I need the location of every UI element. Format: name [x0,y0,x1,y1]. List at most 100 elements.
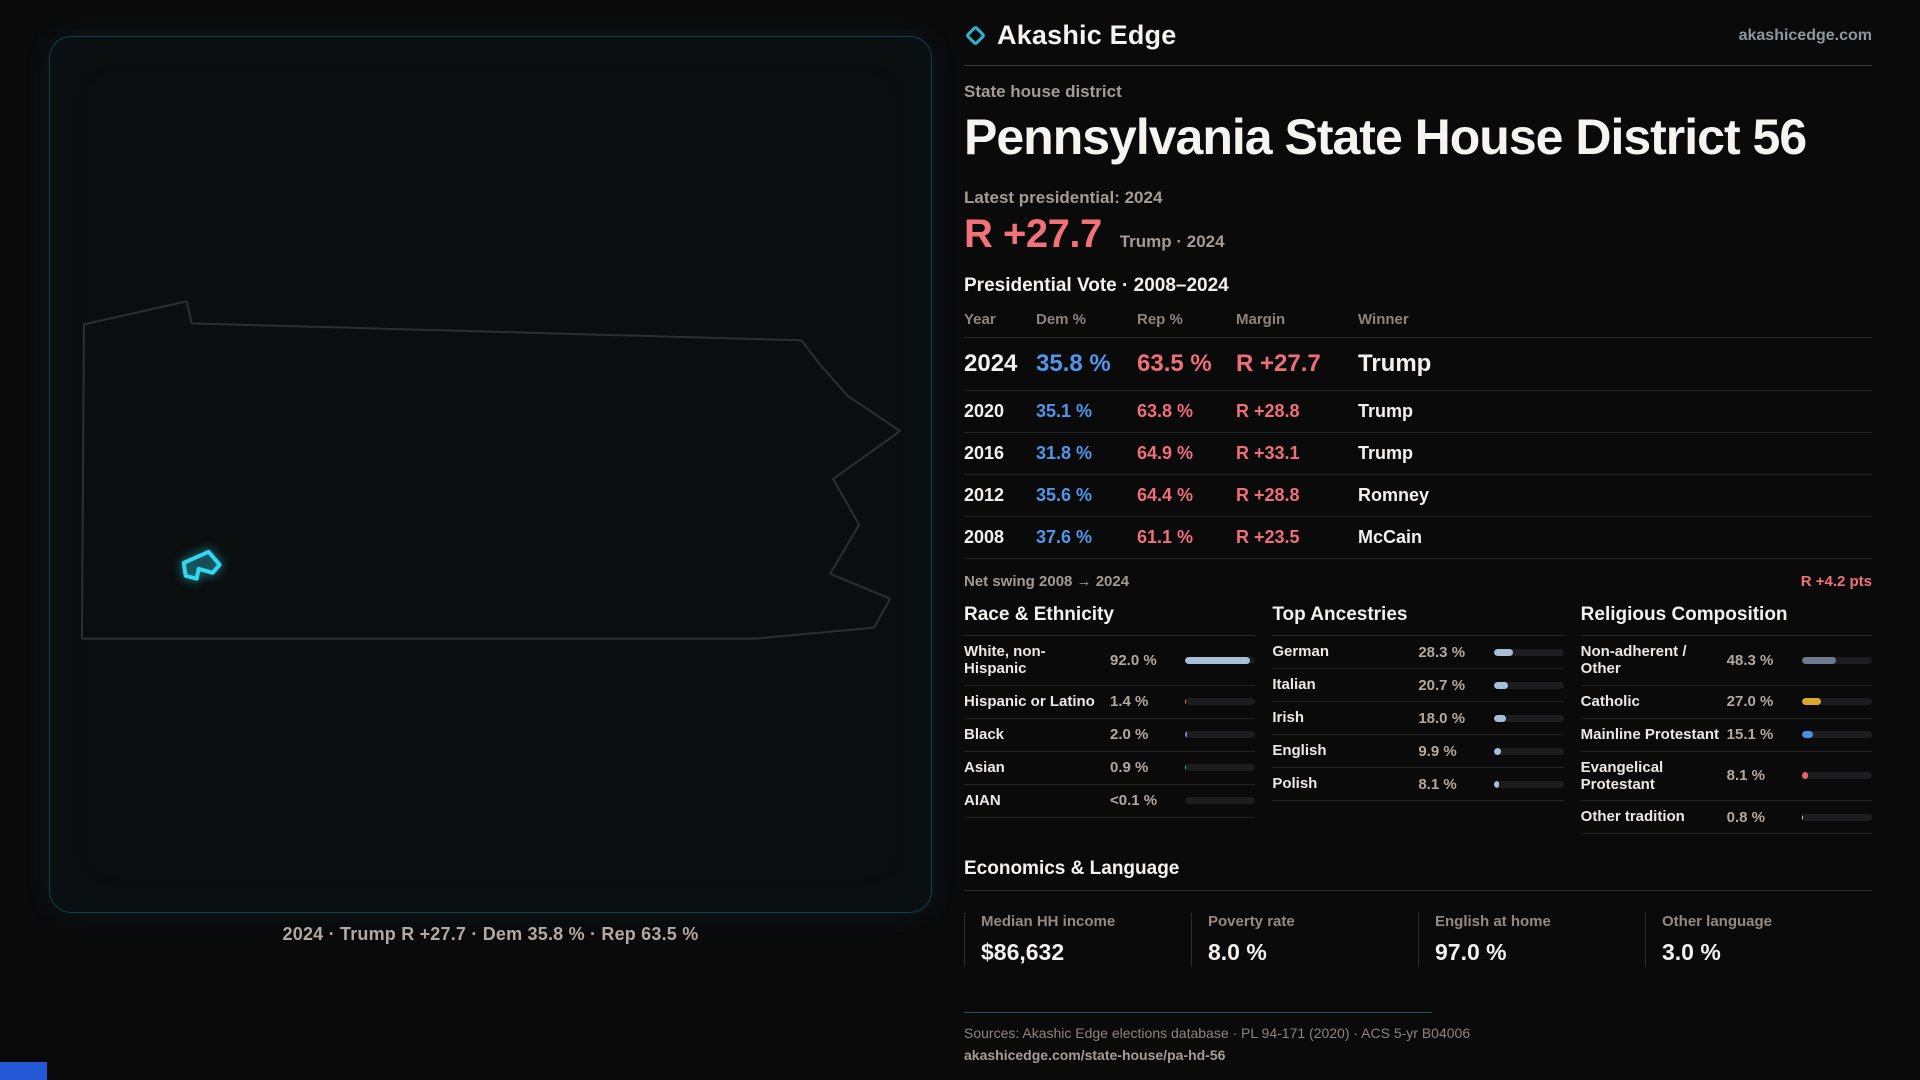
demo-value: 92.0 % [1110,651,1157,669]
demo-bar-fill [1802,772,1808,780]
vote-table-header-row: Year Dem % Rep % Margin Winner [964,301,1872,338]
stat-value: 97.0 % [1435,939,1507,965]
demo-label: Non-adherent / Other [1580,643,1687,678]
demo-bar-track [1185,764,1256,771]
demo-label: German [1272,643,1330,661]
cell-margin: R +27.7 [1236,337,1358,391]
district-map-card [49,36,932,913]
demo-row: Catholic 27.0 % [1580,686,1872,719]
district-type-kicker: State house district [964,82,1122,101]
footer-divider [964,1012,1432,1013]
cell-rep-pct: 64.4 % [1137,474,1236,517]
demo-bar-track [1802,813,1872,821]
demo-value: 9.9 % [1418,742,1457,760]
cell-winner: McCain [1358,516,1872,559]
demographics-section: Race & Ethnicity White, non-Hispanic 92.… [964,604,1872,834]
demo-value: 1.4 % [1110,693,1149,710]
demo-label: Polish [1272,775,1318,793]
stat-label: Median HH income [981,913,1116,930]
cell-dem-pct: 35.8 % [1036,337,1137,391]
demo-label: White, non-Hispanic [964,643,1046,678]
demo-bar-track [1493,648,1564,656]
stat-value: 8.0 % [1208,939,1267,965]
demo-value: 15.1 % [1726,726,1774,743]
demo-label: Mainline Protestant [1580,725,1720,743]
demo-row: White, non-Hispanic 92.0 % [964,636,1256,686]
brand-header: Akashic Edge akashicedge.com [964,20,1872,66]
demo-row: German 28.3 % [1272,636,1564,669]
demo-bar-fill [1802,656,1836,664]
cell-winner: Trump [1358,432,1872,475]
col-header-winner: Winner [1358,301,1872,338]
cell-margin: R +33.1 [1236,432,1358,475]
cell-margin: R +28.8 [1236,474,1358,517]
col-header-dem: Dem % [1036,301,1137,338]
stat-label: English at home [1435,913,1551,930]
net-swing-value: R +4.2 pts [1800,573,1872,590]
cell-year: 2024 [964,337,1036,391]
cell-rep-pct: 63.5 % [1137,337,1236,391]
table-row: 2024 35.8 % 63.5 % R +27.7 Trump [964,337,1872,391]
demo-bar-fill [1802,731,1813,738]
cell-year: 2008 [964,516,1036,559]
cell-year: 2012 [964,474,1036,517]
religion-column: Religious Composition Non-adherent / Oth… [1580,604,1872,834]
demo-row: Mainline Protestant 15.1 % [1580,719,1872,752]
demo-value: <0.1 % [1110,792,1158,809]
cell-rep-pct: 64.9 % [1137,432,1236,475]
demo-bar-track [1185,797,1256,804]
demo-label: Asian [964,758,1005,776]
demo-row: Asian 0.9 % [964,752,1256,785]
demo-value: 0.8 % [1726,808,1766,826]
demo-bar-track [1185,698,1256,705]
demo-row: Black 2.0 % [964,719,1256,752]
demo-label: Black [964,725,1005,743]
brand-site-link[interactable]: akashicedge.com [1738,26,1872,44]
demo-bar-track [1185,731,1256,738]
demo-bar-fill [1493,681,1509,689]
latest-presidential-label: Latest presidential: 2024 [964,188,1163,207]
net-swing-row: Net swing 2008 → 2024 R +4.2 pts [964,561,1872,590]
demo-bar-track [1802,731,1872,738]
demo-bar-fill [1493,714,1507,722]
cell-dem-pct: 31.8 % [1036,432,1137,475]
demo-label: Other tradition [1580,808,1685,826]
stat-median-hh-income: Median HH income $86,632 [964,913,1191,966]
demo-value: 8.1 % [1726,767,1766,785]
ancestries-column: Top Ancestries German 28.3 % Italian 20.… [1272,604,1564,834]
col-header-rep: Rep % [1137,301,1236,338]
headline-margin-row: R +27.7 Trump · 2024 [964,212,1872,257]
demo-value: 48.3 % [1726,651,1774,669]
bottom-left-accent-bar [0,1062,47,1080]
cell-winner: Trump [1358,337,1872,391]
economics-stats: Median HH income $86,632 Poverty rate 8.… [964,913,1872,966]
demo-row: Polish 8.1 % [1272,768,1564,801]
race-ethnicity-column: Race & Ethnicity White, non-Hispanic 92.… [964,604,1256,834]
demo-label: Hispanic or Latino [964,692,1095,710]
cell-year: 2016 [964,432,1036,475]
cell-year: 2020 [964,390,1036,433]
stat-other-language: Other language 3.0 % [1645,913,1872,966]
stat-label: Poverty rate [1208,913,1295,930]
demo-value: 0.9 % [1110,759,1149,776]
sources-text: Sources: Akashic Edge elections database… [964,1025,1471,1041]
demo-value: 18.0 % [1418,709,1466,727]
cell-margin: R +28.8 [1236,390,1358,433]
sources-footer: Sources: Akashic Edge elections database… [964,1012,1872,1063]
demo-row: Irish 18.0 % [1272,702,1564,735]
demo-bar-track [1802,772,1872,780]
demo-bar-track [1802,656,1872,664]
race-title: Race & Ethnicity [964,604,1256,636]
cell-dem-pct: 35.6 % [1036,474,1137,517]
demo-row: English 9.9 % [1272,735,1564,768]
permalink[interactable]: akashicedge.com/state-house/pa-hd-56 [964,1047,1226,1063]
cell-dem-pct: 37.6 % [1036,516,1137,559]
demo-bar-track [1493,681,1564,689]
demo-row: Other tradition 0.8 % [1580,801,1872,834]
vote-table-title: Presidential Vote · 2008–2024 [964,275,1229,296]
demo-bar-track [1493,747,1564,755]
table-row: 2012 35.6 % 64.4 % R +28.8 Romney [964,474,1872,517]
map-caption: 2024 · Trump R +27.7 · Dem 35.8 % · Rep … [282,924,699,944]
presidential-vote-table: Year Dem % Rep % Margin Winner 2024 35.8… [964,301,1872,559]
cell-rep-pct: 63.8 % [1137,390,1236,433]
